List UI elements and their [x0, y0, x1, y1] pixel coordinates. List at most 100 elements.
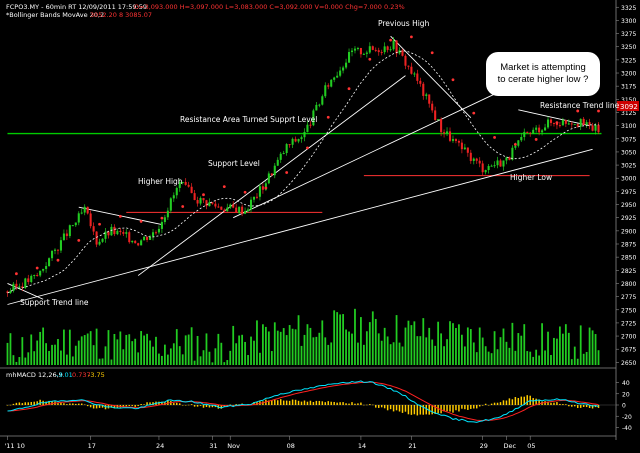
candle-body: [315, 104, 318, 111]
macd-histogram-bar: [78, 403, 80, 405]
macd-histogram-bar: [256, 401, 258, 405]
volume-bar: [374, 318, 377, 365]
annotation-support-trend: Support Trend line: [20, 298, 89, 307]
macd-histogram-bar: [582, 405, 585, 407]
volume-bar: [383, 327, 386, 365]
volume-bar: [122, 349, 125, 365]
volume-bar: [398, 342, 401, 365]
band-marker: [285, 171, 289, 174]
candle-body: [567, 123, 570, 125]
date-tick-label: Nov: [227, 442, 240, 450]
volume-bar: [279, 331, 282, 365]
macd-histogram-bar: [238, 404, 240, 405]
volume-bar: [74, 345, 77, 365]
candle-body: [77, 213, 80, 223]
macd-histogram-bar: [565, 404, 567, 405]
volume-bar: [205, 333, 208, 365]
volume-bar: [404, 327, 407, 365]
candle-body: [137, 243, 140, 246]
macd-histogram-bar: [303, 400, 306, 405]
macd-tick-label: 0: [622, 403, 626, 410]
candle-body: [241, 206, 244, 214]
candle-body: [80, 212, 83, 214]
macd-histogram-bar: [410, 405, 413, 415]
volume-bar: [514, 350, 517, 365]
candle-body: [74, 222, 77, 226]
volume-bar: [360, 317, 362, 365]
macd-value-1: -3.01: [56, 371, 73, 379]
volume-bar: [232, 325, 235, 365]
macd-histogram-bar: [6, 405, 9, 406]
volume-bar: [327, 344, 330, 365]
candle-body: [9, 290, 12, 293]
candle-body: [166, 210, 169, 218]
volume-bar: [270, 351, 273, 365]
volume-bar: [386, 336, 389, 365]
macd-histogram-bar: [369, 404, 371, 405]
candle-body: [140, 240, 143, 246]
volume-bar: [137, 352, 140, 365]
candle-body: [125, 232, 128, 234]
volume-bar: [443, 346, 445, 365]
price-tick-label: 2775: [621, 294, 636, 301]
macd-histogram-bar: [395, 405, 398, 411]
price-tick-label: 3275: [621, 31, 636, 38]
macd-histogram-bar: [205, 405, 208, 407]
macd-histogram-bar: [505, 400, 508, 405]
candle-body: [416, 73, 419, 81]
macd-histogram-bar: [309, 400, 312, 405]
candle-body: [585, 122, 588, 125]
volume-bar: [223, 362, 226, 365]
volume-bar: [333, 310, 336, 365]
volume-bar: [262, 324, 264, 365]
candle-body: [544, 127, 547, 131]
date-tick-label: 31: [209, 442, 217, 450]
volume-bar: [472, 342, 475, 365]
volume-bar: [247, 355, 249, 365]
macd-histogram-bar: [83, 404, 86, 405]
macd-histogram-bar: [45, 401, 47, 405]
macd-histogram-bar: [21, 403, 24, 405]
volume-bar: [419, 336, 422, 365]
candle-body: [490, 165, 493, 167]
indicator-values: 3052.20 8 3085.07: [90, 11, 152, 19]
volume-bar: [80, 336, 83, 365]
candle-body: [181, 181, 184, 183]
macd-histogram-bar: [30, 401, 32, 405]
volume-bar: [309, 327, 312, 365]
candle-body: [306, 124, 309, 132]
candle-body: [92, 226, 95, 232]
volume-bar: [538, 355, 541, 365]
price-tick-label: 2650: [621, 360, 636, 367]
volume-bar: [455, 328, 457, 365]
volume-bar: [437, 321, 440, 365]
volume-bar: [110, 359, 113, 365]
macd-histogram-bar: [202, 405, 205, 408]
candle-body: [386, 46, 389, 50]
volume-bar: [65, 354, 68, 365]
volume-bar: [161, 355, 163, 365]
candle-body: [169, 198, 172, 211]
candle-body: [27, 278, 30, 283]
candle-body: [597, 124, 600, 133]
macd-histogram-bar: [514, 397, 517, 405]
volume-bar: [318, 332, 321, 365]
candle-body: [249, 199, 253, 210]
macd-histogram-bar: [372, 404, 374, 406]
macd-histogram-bar: [470, 405, 472, 409]
macd-histogram-bar: [452, 405, 454, 413]
volume-bar: [89, 331, 92, 365]
volume-bar: [351, 333, 353, 365]
annotation-bubble: Market is attempting to cerate higher lo…: [486, 52, 600, 96]
candle-body: [493, 165, 496, 167]
candle-body: [508, 157, 511, 160]
band-marker: [597, 109, 600, 113]
candle-body: [232, 204, 235, 208]
candle-body: [151, 232, 155, 237]
price-tick-label: 2700: [621, 334, 636, 341]
macd-histogram-bar: [588, 405, 591, 408]
macd-histogram-bar: [89, 405, 92, 408]
candle-body: [588, 122, 591, 126]
volume-bar: [60, 350, 62, 365]
macd-histogram-bar: [481, 405, 484, 406]
